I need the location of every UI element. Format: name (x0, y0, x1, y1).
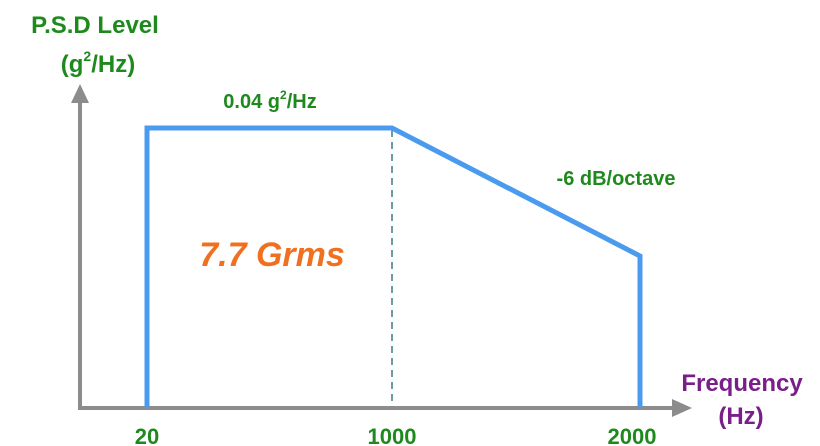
plateau-value: 0.04 g (223, 91, 280, 113)
x-tick-20: 20 (135, 424, 159, 446)
plateau-value-label: 0.04 g2/Hz (223, 88, 316, 113)
y-axis-title-line2: (g2/Hz) (61, 48, 135, 78)
y-axis-title-line1: P.S.D Level (31, 12, 159, 39)
plateau-unit: /Hz (287, 91, 317, 113)
y-axis-title-pre: (g (61, 51, 84, 78)
plateau-sup: 2 (280, 88, 287, 102)
y-axis-title-post: /Hz) (91, 51, 135, 78)
x-axis-title-line1: Frequency (681, 370, 803, 397)
x-tick-1000: 1000 (368, 424, 417, 446)
x-axis-arrow-icon (672, 399, 692, 417)
slope-label: -6 dB/octave (557, 168, 676, 190)
y-axis-title-sup: 2 (83, 48, 91, 64)
psd-profile-line (144, 125, 643, 408)
y-axis-arrow-icon (71, 84, 89, 103)
axes (71, 84, 692, 417)
grms-label: 7.7 Grms (199, 236, 345, 274)
x-tick-2000: 2000 (608, 424, 657, 446)
x-axis-title-line2: (Hz) (718, 403, 763, 430)
